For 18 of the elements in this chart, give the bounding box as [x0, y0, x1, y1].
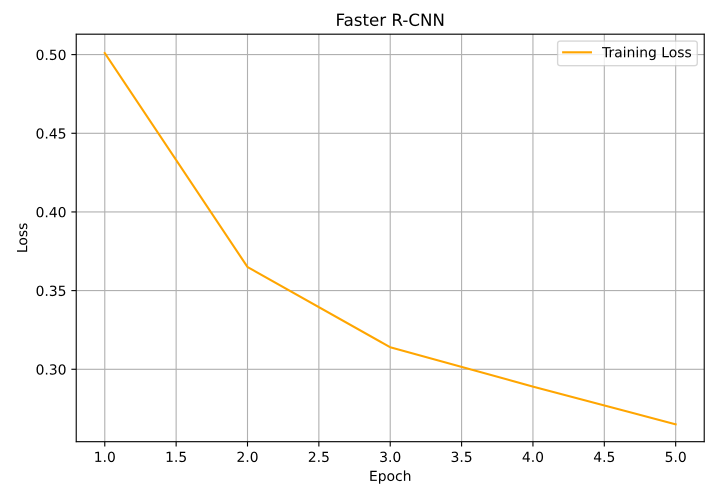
y-axis-title: Loss	[17, 223, 28, 252]
x-tick-label: 5.0	[666, 452, 686, 462]
chart-title: Faster R-CNN	[337, 13, 444, 26]
legend-label: Training Loss	[602, 46, 692, 60]
x-tick-label: 1.0	[95, 452, 115, 462]
y-tick-label: 0.50	[36, 50, 66, 60]
y-tick-label: 0.30	[36, 364, 66, 375]
x-tick-label: 4.0	[522, 452, 544, 462]
x-tick-label: 3.0	[380, 452, 400, 462]
y-tick-label: 0.35	[36, 286, 66, 296]
x-tick-label: 3.5	[452, 452, 472, 462]
x-axis-title: Epoch	[370, 470, 410, 484]
x-tick-label: 1.5	[166, 452, 186, 462]
y-tick-label: 0.45	[36, 128, 66, 139]
x-tick-label: 2.5	[308, 452, 329, 462]
x-tick-label: 2.0	[237, 452, 258, 462]
x-tick-label: 4.5	[594, 452, 614, 462]
y-tick-label: 0.40	[36, 206, 66, 218]
